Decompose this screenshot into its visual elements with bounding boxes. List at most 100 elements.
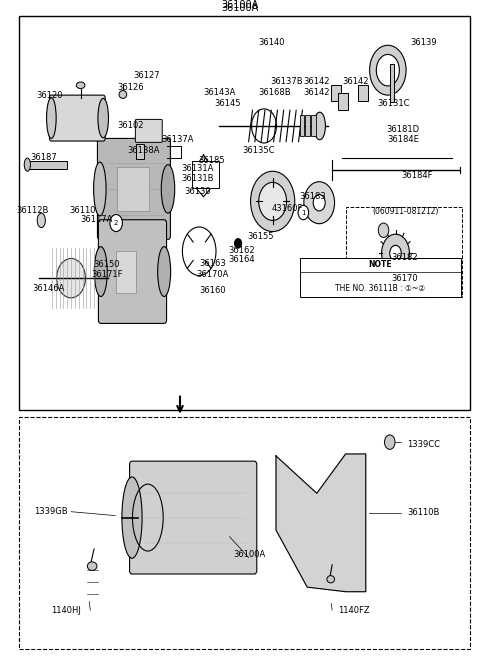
Ellipse shape (382, 234, 409, 272)
Ellipse shape (327, 576, 335, 583)
Text: 36131A: 36131A (181, 164, 214, 173)
Text: 36110: 36110 (69, 205, 96, 215)
Text: 36150: 36150 (93, 260, 120, 269)
Ellipse shape (157, 247, 171, 297)
Text: 36170A: 36170A (196, 270, 229, 279)
Ellipse shape (76, 82, 85, 89)
FancyBboxPatch shape (130, 461, 257, 574)
Bar (305, 115, 310, 136)
Text: 36126: 36126 (117, 83, 144, 92)
Ellipse shape (37, 213, 45, 228)
Text: 36143A: 36143A (204, 88, 236, 97)
Text: 36182: 36182 (391, 253, 418, 262)
Ellipse shape (314, 112, 325, 140)
Text: 36102: 36102 (117, 121, 144, 130)
Text: 36100A: 36100A (221, 0, 259, 10)
Ellipse shape (94, 247, 108, 297)
Text: 36187: 36187 (30, 153, 57, 162)
Ellipse shape (122, 477, 142, 558)
Ellipse shape (47, 98, 56, 138)
Text: 36135C: 36135C (242, 146, 275, 155)
Text: 36131C: 36131C (377, 99, 410, 108)
Text: 36142: 36142 (342, 77, 369, 86)
Circle shape (384, 435, 395, 449)
Text: 1339GB: 1339GB (35, 507, 68, 516)
Text: 36171F: 36171F (91, 270, 122, 279)
Text: 36131B: 36131B (181, 174, 214, 183)
FancyBboxPatch shape (49, 95, 105, 141)
Text: 1: 1 (301, 209, 306, 216)
FancyBboxPatch shape (135, 119, 162, 142)
Ellipse shape (313, 194, 325, 211)
Text: 1140HJ: 1140HJ (51, 605, 81, 615)
FancyBboxPatch shape (192, 161, 219, 188)
Ellipse shape (161, 165, 175, 213)
Text: 36112B: 36112B (16, 205, 49, 215)
Ellipse shape (24, 158, 31, 171)
Text: 36117A: 36117A (81, 215, 113, 224)
Bar (346, 207, 462, 297)
Text: 36127: 36127 (133, 71, 160, 80)
Text: 36184F: 36184F (401, 171, 432, 180)
Ellipse shape (57, 258, 85, 298)
Text: 36168B: 36168B (258, 88, 291, 97)
Bar (311, 115, 316, 136)
Text: 2: 2 (114, 220, 119, 226)
Circle shape (298, 205, 309, 220)
FancyBboxPatch shape (97, 138, 170, 239)
Text: 1339CC: 1339CC (407, 440, 440, 449)
Text: 36100A: 36100A (233, 550, 266, 559)
FancyBboxPatch shape (98, 220, 167, 323)
Bar (331, 85, 341, 101)
Text: 43160F: 43160F (271, 203, 303, 213)
Bar (300, 115, 304, 136)
Bar (338, 93, 348, 110)
Text: 36164: 36164 (228, 255, 255, 264)
Ellipse shape (390, 245, 401, 261)
Bar (19, 16, 470, 410)
Bar (25, 161, 67, 169)
Text: 36142: 36142 (303, 77, 330, 86)
Polygon shape (276, 454, 366, 592)
Text: 36138A: 36138A (128, 146, 160, 155)
Text: 36184E: 36184E (387, 135, 419, 144)
Ellipse shape (259, 182, 287, 220)
Ellipse shape (94, 162, 106, 216)
Text: 36145: 36145 (215, 99, 241, 108)
Text: 36100A: 36100A (221, 3, 259, 13)
Ellipse shape (119, 91, 127, 98)
Circle shape (378, 223, 389, 237)
Text: THE NO. 36111B : ①~②: THE NO. 36111B : ①~② (336, 284, 425, 293)
Text: 36185: 36185 (198, 155, 225, 165)
Bar (117, 167, 149, 211)
Text: (060911-081212): (060911-081212) (372, 207, 439, 216)
Text: 36160: 36160 (199, 285, 226, 295)
Bar (300, 258, 461, 297)
Text: NOTE: NOTE (369, 260, 392, 269)
Text: 36140: 36140 (258, 38, 285, 47)
Text: 36137B: 36137B (271, 77, 303, 86)
Text: 36163: 36163 (199, 259, 226, 268)
Circle shape (235, 239, 241, 248)
Text: 36146A: 36146A (32, 283, 64, 293)
Text: 36110B: 36110B (407, 508, 439, 518)
Text: 1140FZ: 1140FZ (338, 605, 370, 615)
Bar (116, 251, 136, 293)
Text: 36142: 36142 (303, 88, 330, 97)
Text: 36183: 36183 (300, 192, 326, 201)
Circle shape (110, 215, 122, 232)
Text: 36155: 36155 (247, 232, 274, 241)
Ellipse shape (98, 98, 108, 138)
Text: 36130: 36130 (184, 187, 211, 196)
Bar (19, 417, 470, 649)
Text: 36181D: 36181D (386, 125, 420, 134)
Text: 36170: 36170 (391, 274, 418, 283)
Bar (358, 85, 368, 101)
Ellipse shape (87, 562, 97, 570)
Text: 36162: 36162 (228, 245, 255, 255)
Ellipse shape (304, 182, 335, 224)
Text: 36139: 36139 (410, 38, 437, 47)
Text: 36120: 36120 (36, 91, 63, 100)
Text: 36137A: 36137A (161, 135, 194, 144)
Bar (390, 64, 394, 102)
